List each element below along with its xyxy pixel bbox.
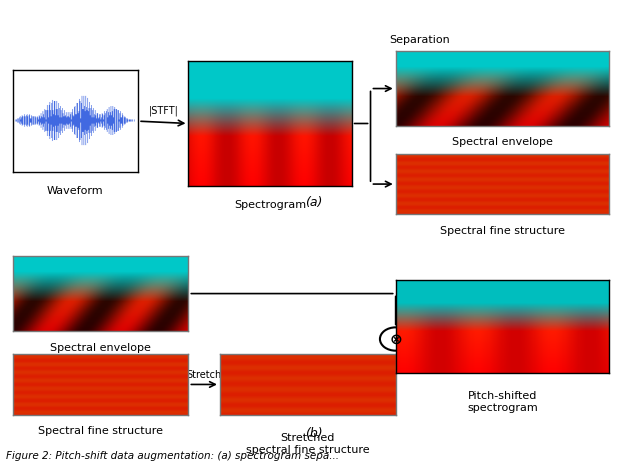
Text: ⊗: ⊗: [389, 331, 402, 347]
Text: Stretched
spectral fine structure: Stretched spectral fine structure: [246, 433, 369, 455]
Text: Spectrogram: Spectrogram: [234, 200, 306, 210]
Text: (a): (a): [305, 196, 323, 209]
Text: Spectral fine structure: Spectral fine structure: [440, 226, 565, 236]
Text: |STFT|: |STFT|: [148, 106, 178, 116]
Text: Stretch: Stretch: [187, 370, 222, 380]
Text: Waveform: Waveform: [47, 186, 104, 196]
Text: Separation: Separation: [389, 34, 450, 45]
Text: (b): (b): [305, 427, 323, 440]
Text: Figure 2: Pitch-shift data augmentation: (a) spectrogram sepa...: Figure 2: Pitch-shift data augmentation:…: [6, 452, 339, 461]
Text: Pitch-shifted
spectrogram: Pitch-shifted spectrogram: [467, 391, 538, 413]
Text: Spectral envelope: Spectral envelope: [452, 137, 553, 147]
Circle shape: [380, 327, 411, 351]
Text: Spectral fine structure: Spectral fine structure: [38, 426, 163, 436]
Text: Spectral envelope: Spectral envelope: [50, 343, 151, 352]
